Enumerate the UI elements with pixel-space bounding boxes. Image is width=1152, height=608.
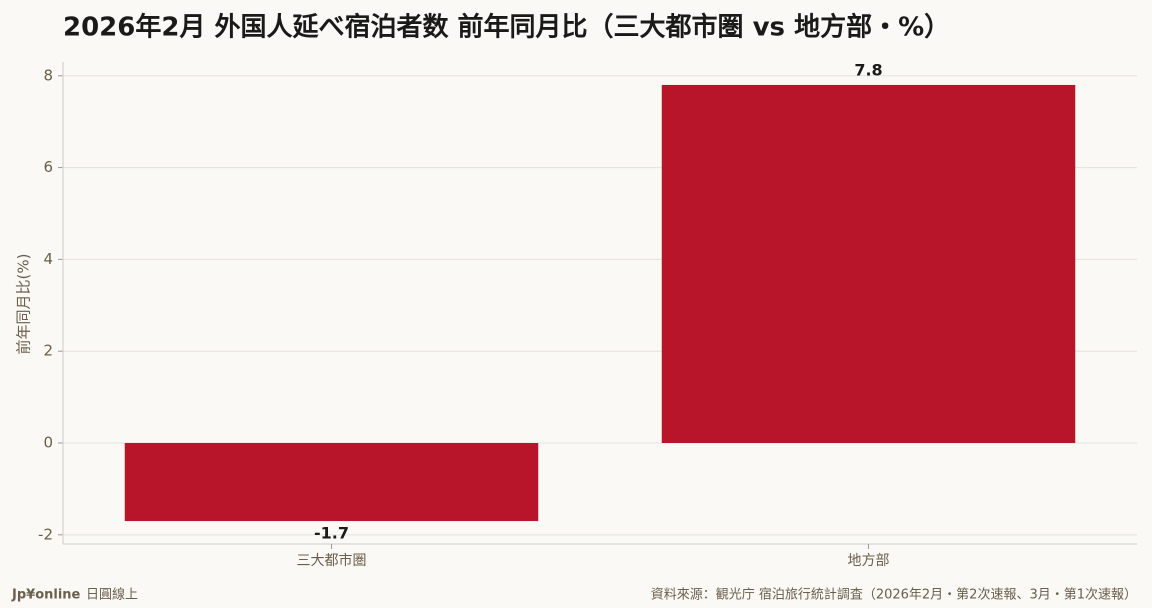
data-label: -1.7 [314,524,349,543]
y-axis-label: 前年同月比(%) [15,254,33,355]
footer-brand-sub: 日圓線上 [86,587,138,603]
x-tick-label: 地方部 [848,553,890,569]
y-tick-label: 4 [43,250,53,268]
y-tick-label: 8 [43,66,53,84]
chart-title: 2026年2月 外国人延べ宿泊者数 前年同月比（三大都市圏 vs 地方部・%） [63,12,950,43]
bar [661,84,1076,444]
bar [124,443,539,522]
y-tick-label: 0 [43,434,53,452]
y-tick-label: 6 [43,158,53,176]
y-tick-label: 2 [43,342,53,360]
footer-brand: Jp¥online [11,588,81,603]
y-tick-label: -2 [38,525,53,543]
data-label: 7.8 [854,60,882,79]
footer-source: 資料來源：観光庁 宿泊旅行統計調査（2026年2月・第2次速報、3月・第1次速報… [651,587,1137,603]
x-tick-label: 三大都市圏 [297,552,367,569]
